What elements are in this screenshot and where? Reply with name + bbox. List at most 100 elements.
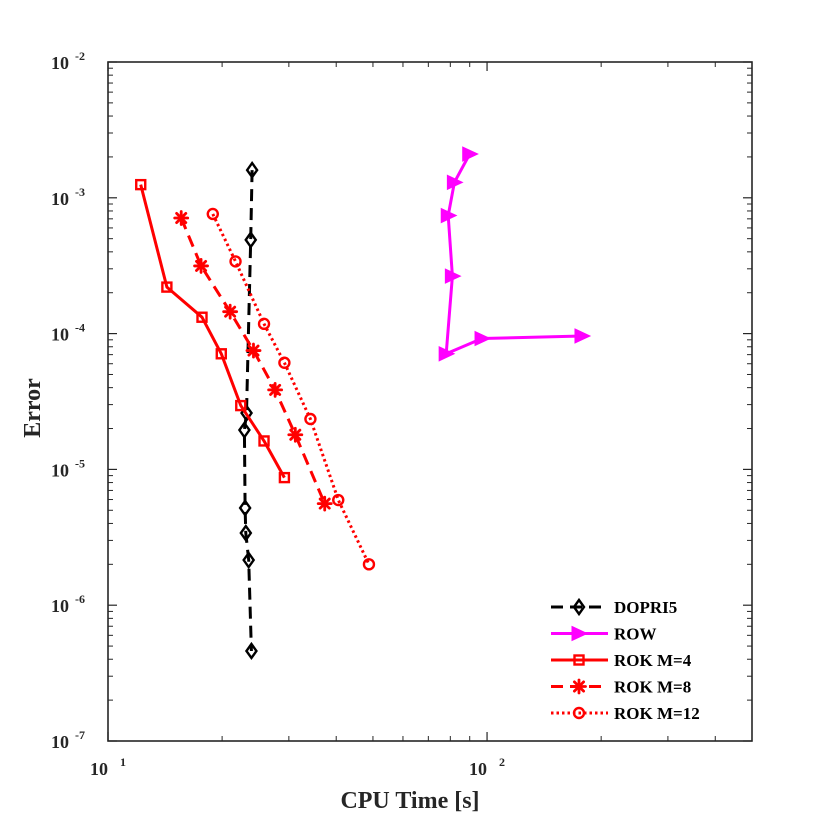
legend-label: ROW (614, 625, 657, 644)
y-tick-exponent: -3 (75, 185, 85, 199)
triangle-marker-shape (474, 330, 492, 347)
series-rok-m-4-point (235, 399, 247, 412)
legend-entry: ROK M=12 (551, 704, 700, 723)
y-tick-exponent: -7 (75, 728, 85, 742)
series-dopri5-point (244, 230, 258, 249)
diamond-marker-shape (239, 523, 253, 543)
series-rok-m-12-point (206, 207, 219, 221)
legend-marker (572, 597, 586, 617)
series-rok-m-12-point (332, 493, 345, 507)
circle-marker-shape (229, 255, 242, 268)
series-rok-m-8-point (267, 381, 284, 398)
square-marker-shape (278, 471, 291, 484)
triangle-marker-shape (574, 328, 592, 344)
triangle-marker-shape (462, 146, 479, 162)
series-row-point (474, 330, 492, 347)
series-row-point (438, 346, 456, 362)
series-rok-m-8-point (222, 303, 239, 320)
legend-entry: ROK M=4 (551, 651, 692, 670)
series-row-point (446, 174, 464, 191)
series-dopri5-point (237, 420, 251, 440)
diamond-marker-shape (242, 550, 256, 570)
series-rok-m-4-point (161, 281, 173, 293)
series-rok-m-12-point (257, 317, 271, 331)
legend-entry: ROK M=8 (551, 678, 691, 697)
series-rok-m-8-point (193, 258, 209, 274)
y-tick-exponent: -2 (75, 49, 85, 63)
series-row-point (462, 146, 479, 162)
triangle-marker-shape (446, 174, 464, 191)
legend-label: ROK M=12 (614, 704, 700, 723)
series-rok-m-12-point (362, 558, 376, 571)
series-row-point (574, 328, 592, 344)
square-marker-shape (161, 281, 173, 293)
y-tick-label: 10 (51, 53, 69, 73)
series-rok-m-8-point (287, 426, 304, 443)
square-marker-shape (135, 178, 147, 191)
asterisk-marker-stroke (269, 383, 282, 396)
series-dopri5-point (238, 498, 252, 518)
series-rok-m-8-point (173, 210, 190, 226)
legend-marker (571, 625, 589, 642)
y-tick-exponent: -4 (75, 321, 85, 335)
asterisk-marker-stroke (247, 344, 260, 357)
series-rok-m-12-point (229, 255, 242, 268)
circle-marker-shape (304, 412, 317, 426)
square-marker-shape (235, 399, 247, 412)
series-rok-m-12-point (278, 356, 291, 369)
legend-label: DOPRI5 (614, 598, 677, 617)
series-rok-m-8-point (245, 342, 262, 359)
triangle-marker-shape (440, 207, 458, 224)
asterisk-marker-stroke (195, 259, 208, 272)
circle-marker-shape (278, 356, 291, 369)
series-dopri5-point (239, 523, 253, 543)
asterisk-marker-stroke (318, 497, 331, 510)
series-rok-m-8 (173, 210, 333, 512)
series-rok-m-4-point (258, 435, 270, 447)
x-tick-label: 10 (469, 759, 487, 779)
series-rok-m-4-point (215, 348, 227, 360)
legend-marker (573, 654, 585, 666)
series-dopri5-point (242, 550, 256, 570)
series-row (438, 146, 592, 362)
series-rok-m-12-point (304, 412, 317, 426)
x-tick-exponent: 1 (120, 755, 126, 769)
square-marker-shape (215, 348, 227, 360)
diamond-marker-shape (245, 161, 259, 180)
triangle-marker-shape (571, 625, 589, 642)
legend-label: ROK M=8 (614, 678, 691, 697)
y-tick-label: 10 (51, 325, 69, 345)
series-rok-m-4-line (139, 184, 286, 479)
y-tick-label: 10 (51, 189, 69, 209)
series-rok-m-4-point (278, 471, 291, 484)
y-tick-label: 10 (51, 732, 69, 752)
square-marker-shape (258, 435, 270, 447)
legend: DOPRI5 ROW ROK M=4 ROK M=8 ROK M=12 (551, 597, 700, 723)
axes-box (107, 61, 753, 742)
asterisk-marker-stroke (573, 680, 585, 693)
legend-marker (571, 678, 587, 695)
square-marker-shape (573, 654, 585, 666)
series-rok-m-12 (206, 207, 376, 571)
triangle-marker-shape (438, 346, 456, 362)
series-rok-m-4-point (196, 311, 208, 323)
legend-marker (572, 706, 586, 720)
y-axis-title: Error (20, 378, 46, 438)
axes: 10 1 10 2 10 -2 10 -3 10 -4 10 -5 10 -6 10 -7 (51, 49, 753, 779)
plot-area (135, 146, 592, 661)
x-axis-title: CPU Time [s] (340, 788, 479, 814)
asterisk-marker-stroke (224, 305, 237, 318)
circle-marker-shape (572, 706, 586, 720)
series-rok-m-4 (135, 178, 291, 484)
legend-entry: ROW (551, 625, 657, 644)
asterisk-marker-stroke (175, 212, 188, 224)
diamond-marker-shape (244, 230, 258, 249)
triangle-marker-shape (444, 268, 462, 284)
circle-marker-shape (362, 558, 376, 571)
series-rok-m-12-line (211, 213, 371, 565)
y-tick-label: 10 (51, 596, 69, 616)
series-row-point (444, 268, 462, 284)
y-tick-exponent: -5 (75, 456, 85, 470)
